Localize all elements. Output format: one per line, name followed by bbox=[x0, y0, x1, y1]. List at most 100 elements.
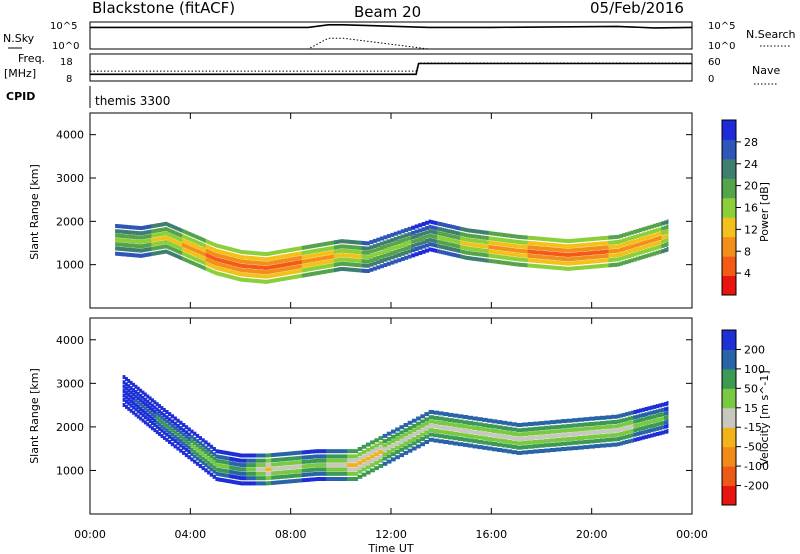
heatmap-cell bbox=[378, 454, 384, 459]
heatmap-cell bbox=[318, 256, 321, 261]
heatmap-cell bbox=[273, 255, 276, 260]
heatmap-cell bbox=[338, 244, 340, 249]
heatmap-cell bbox=[126, 238, 129, 243]
heatmap-cell bbox=[338, 449, 342, 454]
heatmap-cell bbox=[594, 434, 601, 439]
heatmap-cell bbox=[555, 238, 559, 243]
heatmap-cell bbox=[622, 260, 626, 265]
heatmap-cell bbox=[639, 422, 643, 427]
heatmap-cell bbox=[325, 247, 328, 251]
heatmap-cell bbox=[315, 454, 319, 459]
heatmap-cell bbox=[200, 259, 202, 264]
heatmap-cell bbox=[304, 254, 307, 259]
heatmap-cell bbox=[544, 251, 548, 256]
heatmap-cell bbox=[225, 456, 228, 461]
heatmap-cell bbox=[190, 434, 194, 439]
heatmap-cell bbox=[513, 252, 517, 257]
heatmap-cell bbox=[211, 269, 214, 274]
heatmap-cell bbox=[198, 250, 201, 255]
heatmap-cell bbox=[625, 434, 629, 439]
heatmap-cell bbox=[230, 457, 233, 461]
heatmap-cell bbox=[152, 242, 155, 247]
heatmap-cell bbox=[522, 244, 526, 249]
heatmap-cell bbox=[177, 236, 180, 241]
heatmap-cell bbox=[522, 450, 529, 455]
heatmap-cell bbox=[226, 451, 229, 456]
heatmap-cell bbox=[158, 404, 161, 409]
heatmap-cell bbox=[594, 444, 601, 449]
heatmap-cell bbox=[653, 423, 657, 428]
heatmap-cell bbox=[141, 413, 145, 418]
heatmap-cell bbox=[349, 463, 352, 468]
heatmap-cell bbox=[267, 261, 269, 266]
heatmap-cell bbox=[492, 447, 498, 452]
heatmap-cell bbox=[349, 458, 352, 463]
heatmap-cell bbox=[261, 453, 264, 458]
heatmap-cell bbox=[226, 465, 229, 469]
heatmap-cell bbox=[308, 258, 311, 263]
heatmap-cell bbox=[622, 238, 626, 243]
heatmap-cell bbox=[491, 249, 495, 254]
heatmap-cell bbox=[221, 244, 223, 249]
heatmap-cell bbox=[250, 467, 253, 472]
heatmap-cell bbox=[201, 237, 204, 242]
heatmap-cell bbox=[538, 430, 545, 435]
heatmap-cell bbox=[198, 245, 201, 250]
heatmap-cell bbox=[644, 231, 648, 236]
heatmap-cell bbox=[195, 257, 198, 262]
heatmap-cell bbox=[583, 422, 590, 427]
colorbar-segment bbox=[722, 330, 736, 350]
heatmap-cell bbox=[471, 238, 476, 243]
heatmap-cell bbox=[273, 462, 278, 467]
heatmap-cell bbox=[198, 464, 202, 468]
heatmap-cell bbox=[386, 441, 392, 446]
heatmap-cell bbox=[218, 262, 221, 267]
heatmap-cell bbox=[116, 251, 119, 256]
heatmap-cell bbox=[488, 258, 492, 263]
heatmap-cell bbox=[453, 418, 459, 423]
heatmap-cell bbox=[428, 247, 432, 252]
heatmap-cell bbox=[457, 231, 461, 236]
heatmap-cell bbox=[290, 261, 293, 266]
heatmap-cell bbox=[293, 479, 297, 483]
heatmap-cell bbox=[191, 261, 194, 265]
colorbar-tick-label: -15 bbox=[744, 421, 762, 434]
heatmap-cell bbox=[506, 431, 513, 436]
heatmap-cell bbox=[209, 263, 212, 268]
heatmap-cell bbox=[448, 412, 454, 417]
heatmap-cell bbox=[257, 273, 260, 278]
heatmap-cell bbox=[294, 247, 297, 252]
heatmap-cell bbox=[430, 234, 434, 238]
heatmap-cell bbox=[338, 239, 340, 244]
heatmap-cell bbox=[561, 243, 565, 248]
heatmap-cell bbox=[600, 245, 604, 250]
heatmap-cell bbox=[222, 245, 225, 250]
heatmap-cell bbox=[176, 441, 180, 446]
heatmap-cell bbox=[658, 403, 662, 408]
heatmap-cell bbox=[226, 456, 229, 461]
heatmap-cell bbox=[464, 227, 467, 232]
heatmap-cell bbox=[386, 459, 392, 464]
heatmap-cell bbox=[233, 474, 236, 479]
heatmap-cell bbox=[555, 256, 559, 261]
heatmap-cell bbox=[236, 471, 239, 476]
heatmap-cell bbox=[215, 266, 218, 270]
heatmap-cell bbox=[307, 263, 310, 268]
heatmap-cell bbox=[330, 463, 333, 468]
heatmap-cell bbox=[566, 257, 570, 262]
heatmap-cell bbox=[625, 237, 629, 242]
heatmap-cell bbox=[223, 464, 226, 469]
heatmap-cell bbox=[653, 246, 657, 251]
heatmap-cell bbox=[428, 423, 434, 428]
heatmap-cell bbox=[286, 276, 289, 281]
heatmap-cell bbox=[664, 220, 668, 225]
heatmap-cell bbox=[194, 252, 197, 257]
heatmap-cell bbox=[241, 264, 244, 268]
heatmap-cell bbox=[535, 259, 540, 263]
heatmap-cell bbox=[374, 443, 379, 448]
heatmap-cell bbox=[124, 238, 127, 243]
heatmap-cell bbox=[467, 434, 473, 439]
heatmap-cell bbox=[170, 251, 173, 256]
heatmap-cell bbox=[636, 431, 640, 436]
heatmap-cell bbox=[605, 254, 609, 258]
